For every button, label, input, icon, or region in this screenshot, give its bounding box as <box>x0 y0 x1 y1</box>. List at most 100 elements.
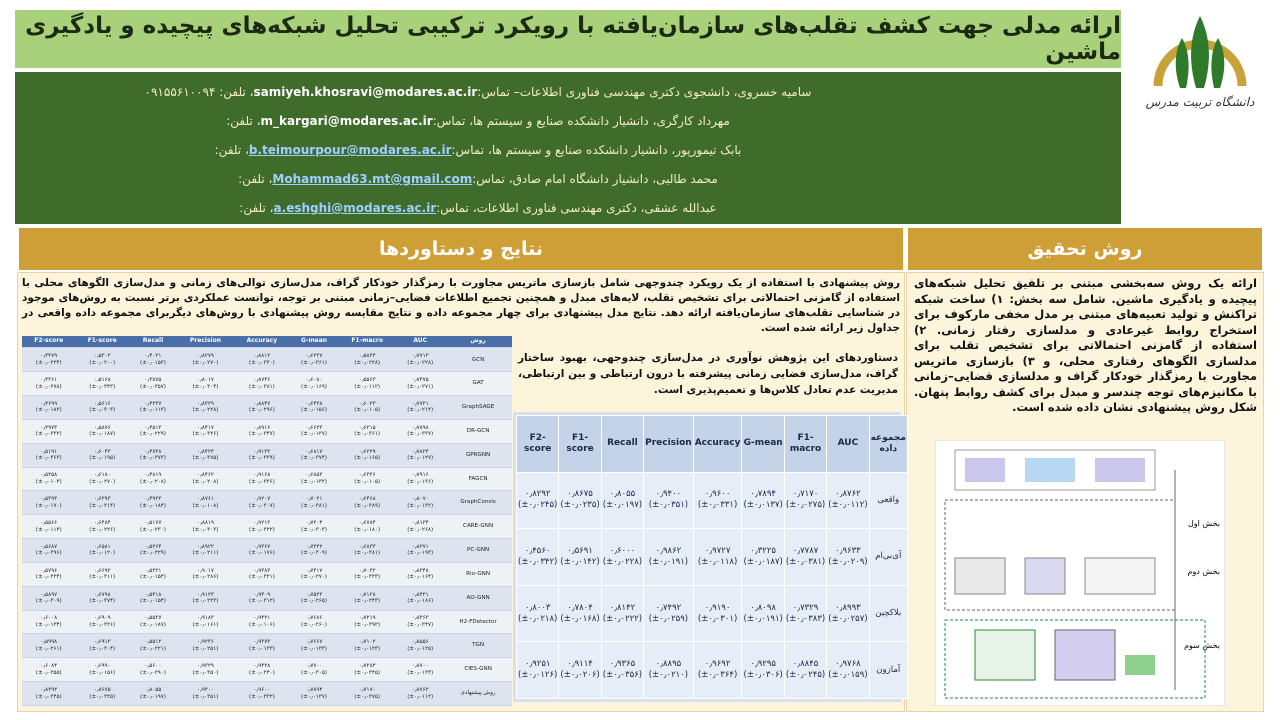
column-header: مجموعه داده <box>868 415 908 473</box>
table-cell: ۰٫۸۴۲۱ (±۰٫۰۱۸۶) <box>396 586 445 611</box>
table-cell: ۰٫۵۸۲۴ (±۰٫۰۲۲۸) <box>338 347 397 373</box>
figure-box <box>974 629 1036 681</box>
table-cell: ۰٫۷۸۰۴ (±۰٫۰۱۶۸) <box>558 584 602 643</box>
table-cell: ۰٫۹۲۵۱ (±۰٫۰۱۲۶) <box>515 641 560 699</box>
table-row: GraphConsis ۰٫۸۰۷۰ (±۰٫۰۱۳۲) ۰٫۶۴۶۸ (±۰٫۰۳… <box>22 490 512 516</box>
table-cell: ۰٫۸۸۱۹ (±۰٫۰۳۰۳) <box>176 514 234 540</box>
dataset-table-wrap: مجموعه داده AUC F1-macro G-mean Accuracy Prec… <box>513 412 908 702</box>
results-text: روش پیشنهادی با استفاده از یک رویکرد چند… <box>22 277 900 334</box>
table-cell: ۰٫۸۸۴۷ (±۰٫۰۲۹۶) <box>233 395 290 420</box>
table-cell: ۰٫۸۸۹۵ (±۰٫۰۲۱۰) <box>643 641 694 699</box>
figure-label: بخش اول <box>1188 519 1220 528</box>
table-cell: ۰٫۶۴۸۴ (±۰٫۰۲۲۶) <box>75 514 129 540</box>
table-row: FAGCN ۰٫۷۹۱۶ (±۰٫۰۱۳۶) ۰٫۶۳۲۶ (±۰٫۰۱۰۵) ۰٫۶… <box>22 467 512 492</box>
table-cell: ۰٫۸۱۴۲ (±۰٫۰۲۲۲) <box>600 584 645 643</box>
table-cell: ۰٫۶۹۰۹ (±۰٫۰۳۲۶) <box>75 610 129 635</box>
row-label: GCN <box>444 347 512 373</box>
table-cell: ۰٫۹۲۰۷ (±۰٫۰۳۰۷) <box>233 490 290 516</box>
table-cell: ۰٫۷۹۱۶ (±۰٫۰۱۳۶) <box>396 467 445 492</box>
table-cell: ۰٫۵۳۲۱ (±۰٫۰۱۵۴) <box>128 562 177 587</box>
row-label: GraphSAGE <box>444 395 512 420</box>
figure-box <box>1025 458 1075 482</box>
table-cell: ۰٫۸۹۱۶ (±۰٫۰۳۴۷) <box>233 419 290 444</box>
table-row: TGN ۰٫۸۵۵۶ (±۰٫۰۱۲۵) ۰٫۷۱۰۲ (±۰٫۰۱۲۳) ۰٫۷۶۶… <box>22 633 512 659</box>
table-cell: ۰٫۴۳۶۱ (±۰٫۰۲۷۸) <box>22 371 76 397</box>
figure-label: بخش سوم <box>1184 641 1220 650</box>
row-label: CARE-GNN <box>444 514 512 540</box>
table-cell: ۰٫۵۶۱۶ (±۰٫۰۳۰۳) <box>75 395 129 420</box>
table-row: بلاکچین ۰٫۸۹۹۳ (±۰٫۰۲۵۷) ۰٫۷۳۲۹ (±۰٫۰۳۸۳) ۰… <box>515 584 908 643</box>
figure-box <box>965 458 1005 482</box>
table-cell: ۰٫۷۸۲۴ (±۰٫۰۱۲۷) <box>396 443 445 468</box>
table-cell: ۰٫۷۵۲۳ (±۰٫۰۲۶۵) <box>289 586 339 611</box>
comparison-table: روش AUC F1-macro G-mean Accuracy Precision Rec… <box>22 336 512 706</box>
table-cell: ۰٫۷۷۲۱ (±۰٫۰۲۱۴) <box>396 395 445 420</box>
method-text: ارائه یک روش سه‌بخشی مبتنی بر تلفیق تحلی… <box>914 276 1257 414</box>
table-cell: ۰٫۶۸۱۷ (±۰٫۰۳۷۴) <box>289 443 339 468</box>
table-cell: ۰٫۹۷۶۸ (±۰٫۰۱۵۹) <box>826 641 870 699</box>
table-cell: ۰٫۴۵۶۰ (±۰٫۰۳۴۲) <box>515 528 560 586</box>
table-cell: ۰٫۷۶۸۶ (±۰٫۰۲۶۰) <box>289 610 339 635</box>
column-header: Precision <box>176 336 234 349</box>
table-cell: ۰٫۵۳۰۳ (±۰٫۰۲۰۰) <box>75 347 129 373</box>
table-cell: ۰٫۹۶۹۲ (±۰٫۰۳۶۴) <box>692 641 743 699</box>
table-cell: ۰٫۸۴۶۳ (±۰٫۰۳۴۷) <box>396 610 445 635</box>
table-cell: ۰٫۹۲۹۵ (±۰٫۰۳۰۶) <box>741 641 785 699</box>
logo-tree <box>1191 16 1209 88</box>
table-cell: ۰٫۸۷۶۲ (±۰٫۰۱۱۲) <box>396 681 445 706</box>
figure-box <box>1095 458 1145 482</box>
table-cell: ۰٫۷۱۰۲ (±۰٫۰۱۲۳) <box>338 633 397 659</box>
table-cell: ۰٫۶۴۶۸ (±۰٫۰۳۸۹) <box>338 490 397 516</box>
figure-box <box>954 449 1156 491</box>
author-email: samiyeh.khosravi@modares.ac.ir <box>253 85 478 99</box>
table-cell: ۰٫۵۶۰۰ (±۰٫۰۲۹۰) <box>128 657 177 682</box>
row-label: آی‌بی‌ام <box>868 528 908 586</box>
table-cell: ۰٫۴۷۲۸ (±۰٫۰۳۷۳) <box>128 443 177 468</box>
university-logo: دانشگاه تربیت مدرس <box>1146 16 1255 109</box>
author-phone: ، تلفن: <box>239 201 274 215</box>
table-cell: ۰٫۵۹۹۸ (±۰٫۰۲۶۱) <box>22 633 76 659</box>
column-header: Recall <box>128 336 177 349</box>
table-cell: ۰٫۴۸۱۹ (±۰٫۰۲۰۸) <box>128 467 177 492</box>
author-info: عبدالله عشقی، دکتری مهندسی فناوری اطلاعا… <box>436 201 717 215</box>
table-cell: ۰٫۹۱۳۳ (±۰٫۰۳۳۹) <box>233 443 290 468</box>
logo-tree <box>1211 38 1225 88</box>
table-cell: ۰٫۷۸۹۸ (±۰٫۰۳۳۷) <box>396 419 445 444</box>
table-cell: ۰٫۹۱۸۳ (±۰٫۰۱۶۱) <box>176 610 234 635</box>
table-cell: ۰٫۹۱۶۸ (±۰٫۰۳۳۶) <box>233 467 290 492</box>
author-email: a.eshghi@modares.ac.ir <box>273 201 437 215</box>
method-figure: بخش اول بخش دوم بخش سوم <box>935 440 1225 706</box>
table-cell: ۰٫۷۰۲۱ (±۰٫۰۳۸۱) <box>289 490 339 516</box>
row-label: GraphConsis <box>444 490 512 516</box>
table-cell: ۰٫۴۴۷۹ (±۰٫۰۲۳۴) <box>22 347 76 373</box>
table-row: GAT ۰٫۷۴۷۵ (±۰٫۰۲۷۱) ۰٫۵۵۶۳ (±۰٫۰۱۱۲) ۰٫۶۰۸… <box>22 371 512 397</box>
table-cell: ۰٫۵۳۹۳ (±۰٫۰۱۷۰) <box>22 490 76 516</box>
table-cell: ۰٫۹۶۰۰ (±۰٫۰۳۳۲) <box>233 681 290 706</box>
table-cell: ۰٫۶۲۲۷ (±۰٫۰۳۶۱) <box>289 347 339 373</box>
table-cell: ۰٫۵۱۹۱ (±۰٫۰۳۶۳) <box>22 443 76 468</box>
figure-box <box>1054 629 1116 681</box>
author-email: b.teimourpour@modares.ac.ir <box>248 143 452 157</box>
table-cell: ۰٫۴۰۲۱ (±۰٫۰۱۵۳) <box>128 347 177 373</box>
table-cell: ۰٫۴۹۲۳ (±۰٫۰۱۸۴) <box>128 490 177 516</box>
row-label: AO-GNN <box>444 586 512 611</box>
table-cell: ۰٫۶۹۹۰ (±۰٫۰۱۵۶) <box>75 657 129 682</box>
table-cell: ۰٫۸۲۷۱ (±۰٫۰۱۹۳) <box>396 538 445 563</box>
table-cell: ۰٫۵۱۶۸ (±۰٫۰۳۴۳) <box>75 371 129 397</box>
author-phone: ، تلفن: <box>214 143 249 157</box>
table-cell: ۰٫۵۵۱۲ (±۰٫۰۲۲۱) <box>128 633 177 659</box>
table-cell: ۰٫۸۷۴۶ (±۰٫۰۳۸۱) <box>233 371 290 397</box>
table-row: GCN ۰٫۷۷۱۳ (±۰٫۰۲۲۸) ۰٫۵۸۲۴ (±۰٫۰۲۲۸) ۰٫۶۲۲… <box>22 347 512 373</box>
table-row: CARE-GNN ۰٫۸۱۳۴ (±۰٫۰۲۶۸) ۰٫۶۷۸۴ (±۰٫۰۱۸۰)… <box>22 514 512 540</box>
author-line: عبدالله عشقی، دکتری مهندسی فناوری اطلاعا… <box>25 194 931 223</box>
table-cell: ۰٫۳۲۲۵ (±۰٫۰۱۸۷) <box>741 528 785 586</box>
table-row: روش پیشنهادی ۰٫۸۷۶۲ (±۰٫۰۱۱۲) ۰٫۷۱۷۰ (±۰٫۰… <box>22 681 512 706</box>
table-cell: ۰٫۹۸۶۲ (±۰٫۰۱۹۱) <box>643 528 694 586</box>
table-cell: ۰٫۶۰۴۳ (±۰٫۰۱۹۵) <box>75 443 129 468</box>
table-cell: ۰٫۵۷۹۶ (±۰٫۰۲۳۴) <box>22 562 76 587</box>
table-cell: ۰٫۹۶۰۰ (±۰٫۰۳۳۱) <box>692 471 743 530</box>
author-info: مهرداد کارگری، دانشیار دانشکده صنایع و س… <box>432 114 730 128</box>
table-cell: ۰٫۶۷۹۸ (±۰٫۰۳۷۴) <box>75 586 129 611</box>
table-cell: ۰٫۸۵۵۶ (±۰٫۰۱۲۵) <box>396 633 445 659</box>
results-heading: نتایج و دستاوردها <box>17 226 905 272</box>
